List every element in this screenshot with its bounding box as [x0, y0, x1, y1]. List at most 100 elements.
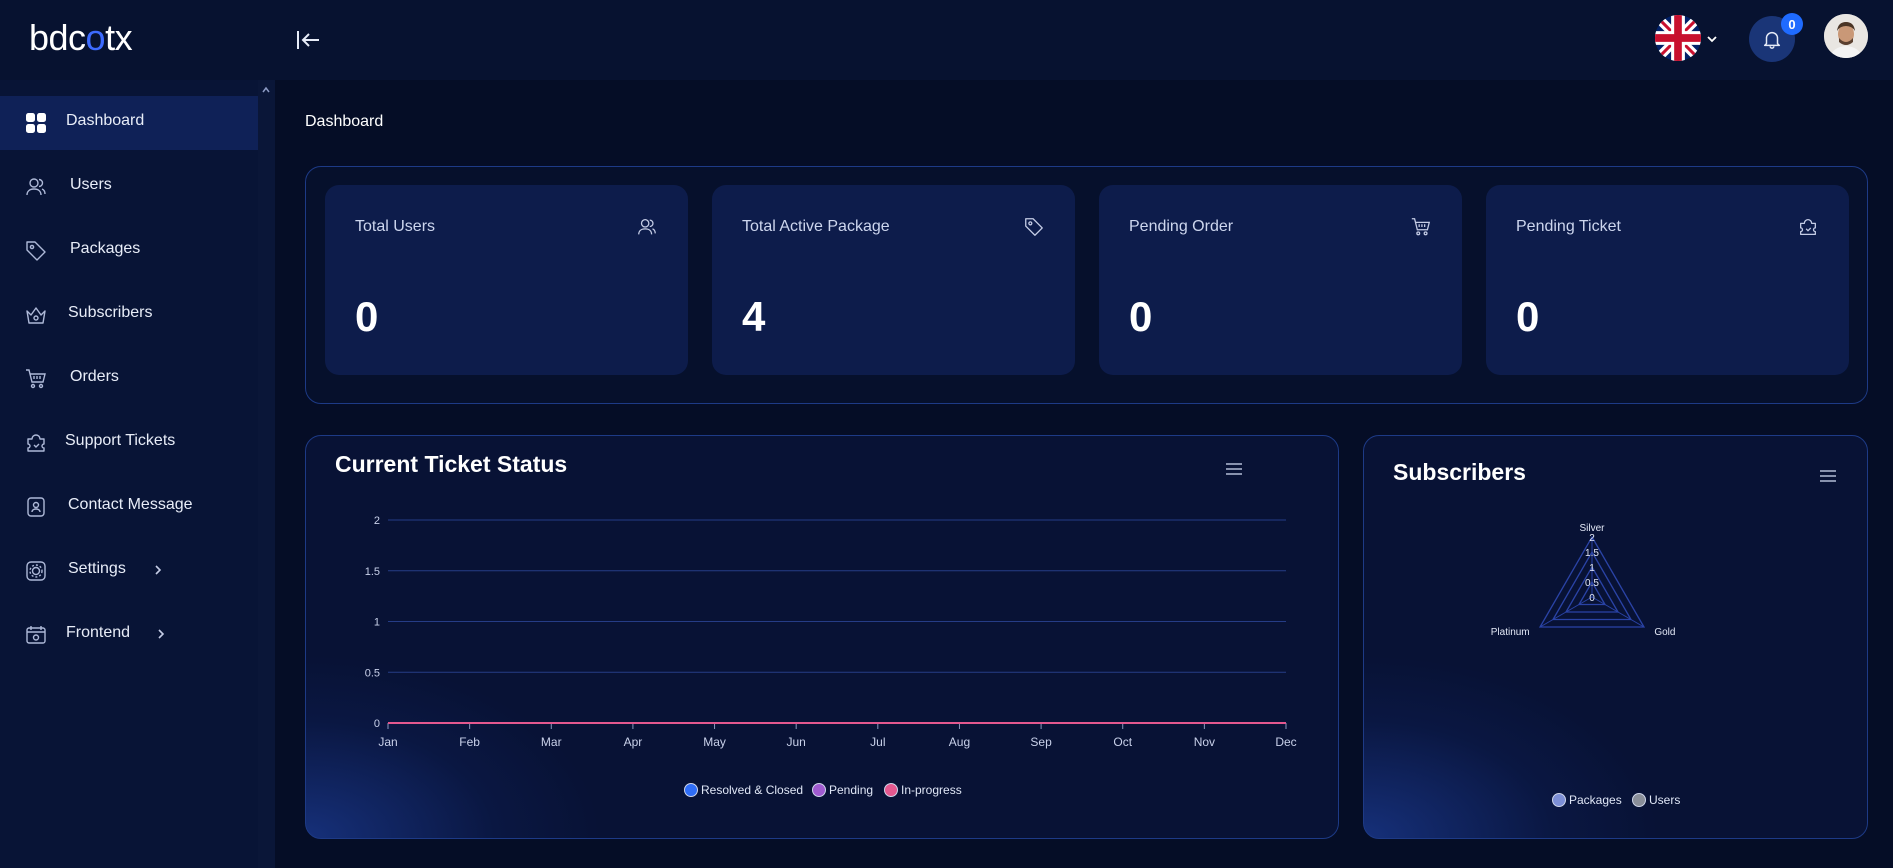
sidebar-item-label: Subscribers	[68, 304, 153, 321]
radar-category-label: Silver	[1579, 523, 1605, 534]
y-tick-label: 0	[374, 718, 380, 730]
radar-category-label: Gold	[1654, 627, 1675, 638]
ticket-icon	[1800, 219, 1816, 235]
legend-label: Packages	[1569, 793, 1622, 807]
sidebar-item-label: Support Tickets	[65, 432, 176, 449]
notification-count-badge: 0	[1781, 13, 1803, 35]
contact-icon	[27, 497, 45, 517]
sidebar-item-label: Users	[70, 176, 112, 193]
x-tick-label: May	[703, 735, 726, 749]
stat-value: 0	[1516, 293, 1540, 340]
sidebar-item-packages[interactable]: Packages	[0, 224, 258, 278]
y-tick-label: 0.5	[365, 667, 380, 679]
legend-item[interactable]: Resolved & Closed	[684, 783, 803, 797]
sidebar-item-settings[interactable]: Settings	[0, 544, 258, 598]
sidebar-item-label: Orders	[70, 368, 119, 385]
sidebar-item-label: Settings	[68, 560, 126, 577]
user-avatar[interactable]	[1824, 14, 1868, 58]
stat-card-pending-ticket: Pending Ticket 0	[1486, 185, 1849, 375]
logo[interactable]: bdcotx	[29, 17, 133, 58]
chevron-right-icon	[158, 629, 165, 639]
sidebar-item-frontend[interactable]: Frontend	[0, 608, 258, 662]
menu-icon[interactable]	[1225, 462, 1243, 476]
legend-item[interactable]: Pending	[812, 783, 873, 797]
chevron-down-icon[interactable]	[1706, 32, 1718, 44]
x-tick-label: Apr	[624, 735, 643, 749]
radar-tick-label: 1.5	[1585, 548, 1599, 559]
x-tick-label: Mar	[541, 735, 562, 749]
sidebar-item-dashboard[interactable]: Dashboard	[0, 96, 258, 150]
stat-card-pending-order: Pending Order 0	[1099, 185, 1462, 375]
sidebar-item-orders[interactable]: Orders	[0, 352, 258, 406]
scroll-up-icon[interactable]	[261, 82, 271, 93]
frontend-icon	[26, 626, 46, 644]
crown-icon	[26, 307, 46, 324]
settings-icon	[26, 561, 46, 581]
radar-tick-label: 2	[1589, 533, 1595, 544]
legend-marker	[1632, 793, 1646, 807]
cart-icon	[1411, 218, 1431, 236]
stat-title: Total Users	[355, 218, 436, 235]
avatar-image	[1824, 14, 1868, 58]
sidebar-item-label: Dashboard	[66, 112, 145, 129]
sidebar-item-subscribers[interactable]: Subscribers	[0, 288, 258, 342]
stat-title: Total Active Package	[742, 218, 890, 235]
sidebar-item-users[interactable]: Users	[0, 160, 258, 214]
subscribers-panel: Subscribers 0 0.5 1 1.5 2 Silver Gold Platinum …	[1363, 435, 1868, 839]
top-bar	[0, 0, 1893, 80]
legend-marker	[812, 783, 826, 797]
stat-value: 0	[1129, 293, 1153, 340]
sidebar-collapse-button[interactable]	[294, 26, 322, 54]
legend-label: Resolved & Closed	[701, 783, 804, 797]
sidebar-item-contact-message[interactable]: Contact Message	[0, 480, 258, 534]
ticket-icon	[27, 434, 45, 452]
legend-item[interactable]: In-progress	[884, 783, 962, 797]
collapse-left-icon	[297, 31, 319, 49]
radar-grid	[1538, 535, 1646, 628]
x-tick-label: Jan	[378, 735, 397, 749]
sidebar-item-label: Packages	[70, 240, 141, 257]
x-tick-label: Nov	[1194, 735, 1215, 749]
x-tick-label: Aug	[949, 735, 970, 749]
sidebar	[0, 80, 275, 868]
radar-category-label: Platinum	[1491, 627, 1530, 638]
radar-axis	[1591, 596, 1645, 628]
stat-value: 4	[742, 293, 766, 340]
stat-card-total-users: Total Users 0	[325, 185, 688, 375]
legend-item[interactable]: Packages	[1552, 793, 1622, 807]
x-tick-label: Oct	[1113, 735, 1132, 749]
sidebar-scrollbar[interactable]	[258, 80, 275, 868]
language-selector[interactable]	[1655, 15, 1701, 61]
legend-item[interactable]: Users	[1632, 793, 1680, 807]
stat-card-total-active-package: Total Active Package 4	[712, 185, 1075, 375]
chart-title: Current Ticket Status	[335, 451, 568, 477]
x-tick-label: Jul	[870, 735, 885, 749]
radar-tick-label: 1	[1589, 563, 1595, 574]
stat-title: Pending Order	[1129, 218, 1234, 235]
y-tick-label: 1.5	[365, 566, 380, 578]
stat-value: 0	[355, 293, 379, 340]
chart-title: Subscribers	[1393, 459, 1526, 485]
radar-grid	[1551, 550, 1633, 621]
radar-axis	[1539, 596, 1593, 628]
sidebar-item-label: Frontend	[66, 624, 131, 641]
legend-marker	[684, 783, 698, 797]
sidebar-item-support-tickets[interactable]: Support Tickets	[0, 416, 258, 470]
y-tick-label: 1	[374, 617, 380, 629]
tag-icon	[26, 241, 46, 261]
grid-icon	[26, 113, 46, 133]
menu-icon[interactable]	[1819, 469, 1837, 483]
legend-label: Pending	[829, 783, 874, 797]
cart-icon	[26, 369, 46, 389]
radar-tick-label: 0	[1589, 593, 1595, 604]
x-tick-label: Feb	[459, 735, 480, 749]
bell-icon	[1763, 31, 1781, 49]
legend-label: Users	[1649, 793, 1681, 807]
page-title: Dashboard	[305, 113, 384, 130]
uk-flag-icon	[1655, 15, 1701, 61]
radar-grid	[1564, 565, 1620, 613]
line-chart: 0 0.5 1 1.5 2 Jan Feb Mar Apr May Jun Jul Aug Sep Oct N…	[365, 515, 1297, 749]
tag-icon	[1025, 218, 1043, 236]
x-tick-label: Sep	[1030, 735, 1052, 749]
users-icon	[638, 219, 656, 235]
